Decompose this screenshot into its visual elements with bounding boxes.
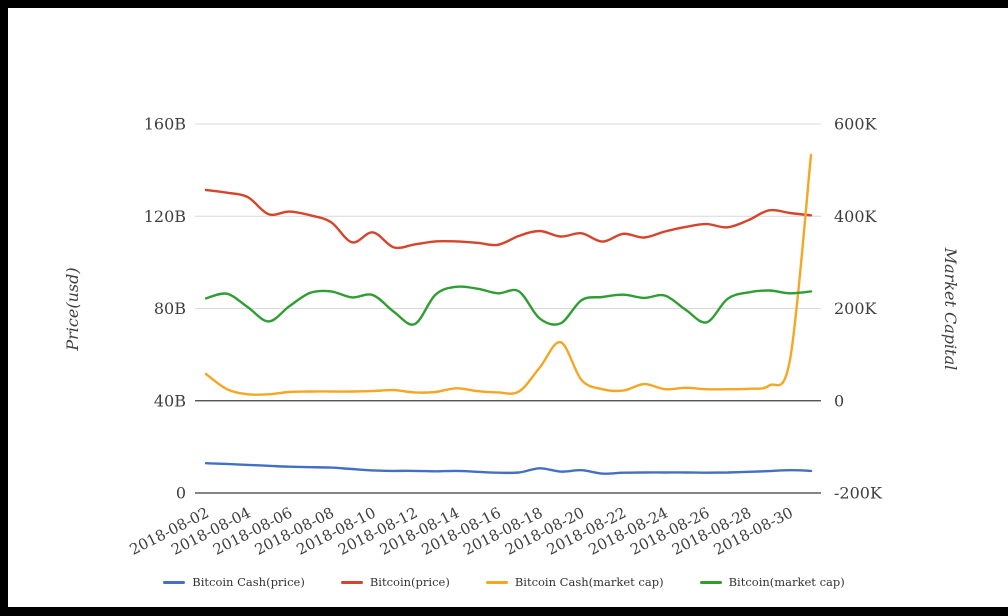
y-axis-right-tick-label: 0 <box>834 391 844 410</box>
legend-label: Bitcoin Cash(market cap) <box>514 575 664 589</box>
legend-swatch <box>163 580 186 584</box>
legend-swatch <box>340 580 363 584</box>
legend-label: Bitcoin(price) <box>369 575 450 589</box>
y-axis-right-title: Market Capital <box>941 247 960 370</box>
y-axis-left-title: Price(usd) <box>63 267 82 351</box>
y-axis-right-tick-label: 400K <box>834 207 878 226</box>
legend-label: Bitcoin(market cap) <box>728 575 845 589</box>
series-line-bitcoin-market-cap <box>204 285 813 326</box>
legend: Bitcoin Cash(price) Bitcoin(price) Bitcoin… <box>0 575 1008 589</box>
legend-item-bitcoin-price[interactable]: Bitcoin(price) <box>340 575 450 589</box>
y-axis-right-tick-label: -200K <box>834 484 883 503</box>
legend-item-bitcoin-cash-price[interactable]: Bitcoin Cash(price) <box>163 575 305 589</box>
window-border-top <box>0 0 1008 8</box>
legend-label: Bitcoin Cash(price) <box>192 575 305 589</box>
window-border-left <box>0 0 8 616</box>
legend-item-bitcoin-market-cap[interactable]: Bitcoin(market cap) <box>699 575 845 589</box>
y-axis-left-tick-label: 160B <box>144 115 186 134</box>
window-border-bottom <box>0 607 1008 616</box>
y-axis-left-tick-label: 120B <box>144 207 186 226</box>
series-line-bitcoin-cash-market-cap <box>204 153 813 396</box>
y-axis-right-tick-label: 600K <box>834 115 878 134</box>
legend-swatch <box>485 580 508 584</box>
series-line-bitcoin-cash-price <box>204 462 813 475</box>
series-line-bitcoin-price <box>204 188 813 250</box>
y-axis-right-tick-label: 200K <box>834 299 878 318</box>
y-axis-left-tick-label: 40B <box>154 391 186 410</box>
y-axis-left-tick-label: 0 <box>176 484 186 503</box>
legend-item-bitcoin-cash-market-cap[interactable]: Bitcoin Cash(market cap) <box>485 575 664 589</box>
y-axis-left-tick-label: 80B <box>154 299 186 318</box>
legend-swatch <box>699 580 722 584</box>
